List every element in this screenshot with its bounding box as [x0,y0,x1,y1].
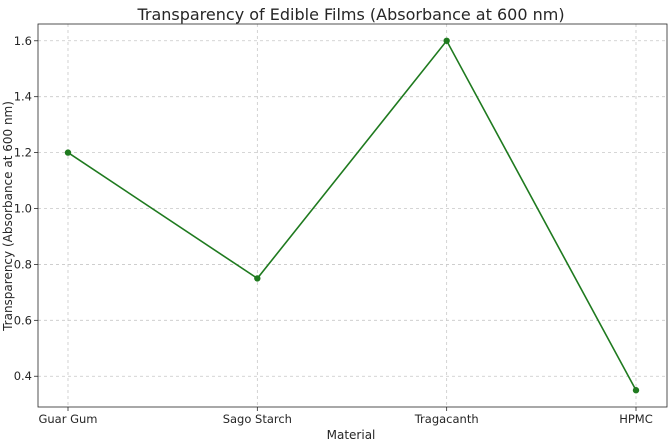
y-tick-label: 1.4 [14,90,32,104]
axes-frame [37,23,668,408]
x-tick-label: HPMC [619,412,653,426]
y-tick-label: 0.6 [14,313,32,327]
y-tick-label: 0.4 [14,369,32,383]
data-point [254,275,261,282]
axis-ticks: 0.4 0.6 0.8 1.0 1.2 1.4 1.6 Guar Gum Sago Starch… [14,34,653,426]
grid-lines [38,24,667,407]
chart-title: Transparency of Edible Films (Absorbance… [136,5,564,24]
x-tick-label: Sago Starch [223,412,292,426]
x-tick-label: Tragacanth [414,412,479,426]
data-point [64,149,72,156]
series-layer [64,37,640,394]
x-tick-label: Guar Gum [38,412,97,426]
x-axis-label: Material [327,428,376,442]
data-point [443,37,450,44]
y-tick-label: 1.6 [14,34,32,48]
y-tick-label: 0.8 [14,257,32,271]
data-point [632,387,640,394]
series-line [67,39,637,391]
y-axis-label: Transparency (Absorbance at 600 nm) [1,101,15,332]
plot-frame [37,23,668,408]
y-tick-label: 1.2 [14,146,32,160]
y-tick-label: 1.0 [14,202,32,216]
